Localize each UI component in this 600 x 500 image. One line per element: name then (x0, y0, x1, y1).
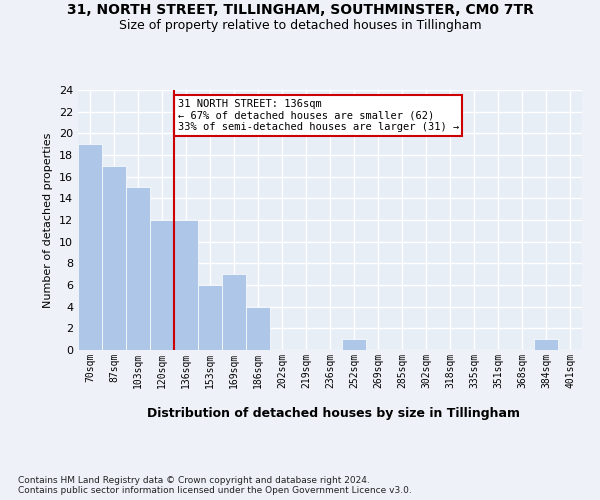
Bar (102, 166, 126, 350)
Bar (534, 339, 558, 350)
Bar (174, 220, 198, 350)
Text: Size of property relative to detached houses in Tillingham: Size of property relative to detached ho… (119, 18, 481, 32)
Text: 31 NORTH STREET: 136sqm
← 67% of detached houses are smaller (62)
33% of semi-de: 31 NORTH STREET: 136sqm ← 67% of detache… (178, 98, 459, 132)
Bar (150, 220, 174, 350)
Bar (246, 306, 270, 350)
Text: Contains HM Land Registry data © Crown copyright and database right 2024.
Contai: Contains HM Land Registry data © Crown c… (18, 476, 412, 495)
Text: 31, NORTH STREET, TILLINGHAM, SOUTHMINSTER, CM0 7TR: 31, NORTH STREET, TILLINGHAM, SOUTHMINST… (67, 2, 533, 16)
Text: Distribution of detached houses by size in Tillingham: Distribution of detached houses by size … (146, 408, 520, 420)
Bar (222, 274, 246, 350)
Bar (126, 188, 150, 350)
Bar (342, 339, 366, 350)
Bar (198, 285, 222, 350)
Bar (78, 144, 102, 350)
Y-axis label: Number of detached properties: Number of detached properties (43, 132, 53, 308)
